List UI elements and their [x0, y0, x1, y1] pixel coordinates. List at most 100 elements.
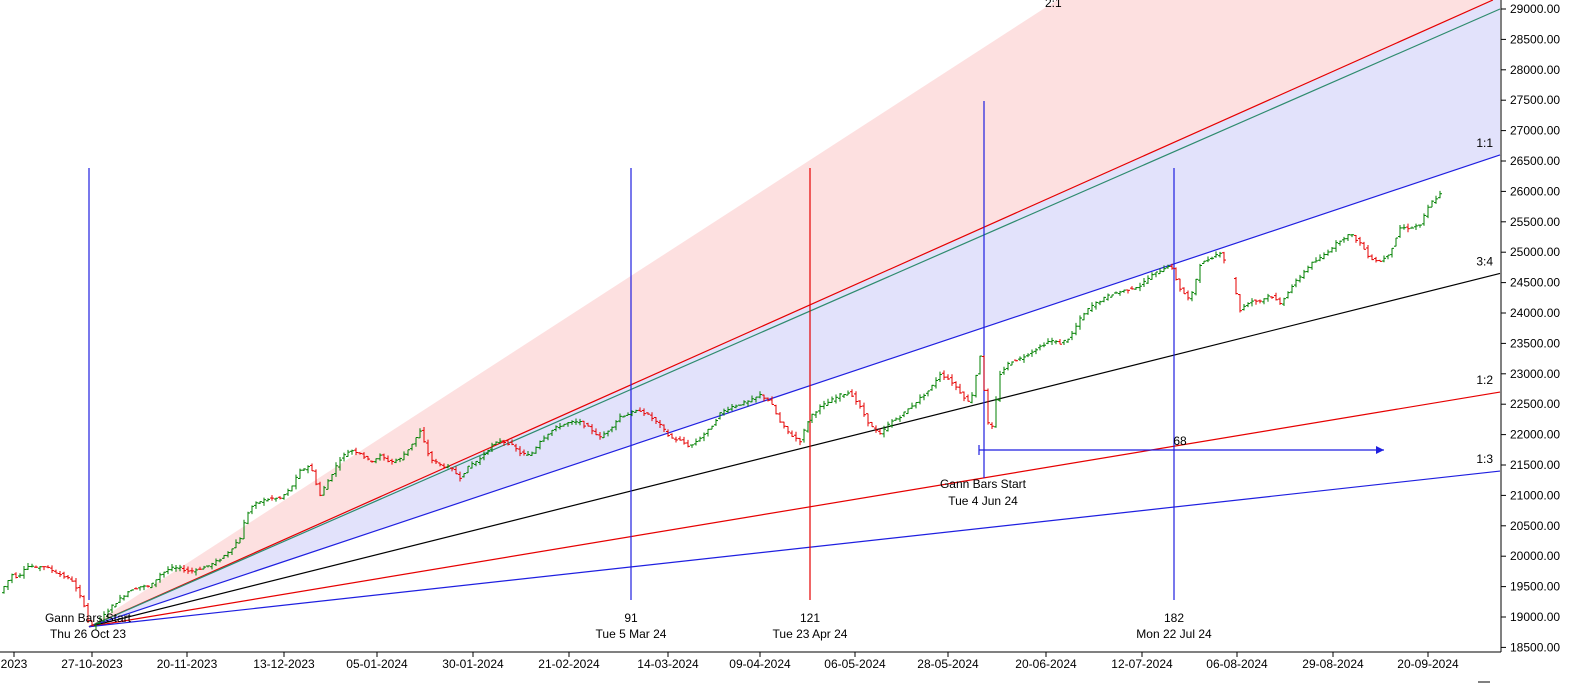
ohlc-bar — [14, 572, 18, 579]
ohlc-bar — [298, 468, 302, 479]
ohlc-bar — [402, 451, 406, 461]
ohlc-bar — [1006, 361, 1010, 371]
ohlc-bar — [1178, 278, 1182, 292]
ohlc-bar — [538, 440, 542, 450]
ohlc-bar — [258, 501, 262, 504]
ohlc-bar — [1050, 337, 1054, 346]
ohlc-bar — [578, 418, 582, 426]
ohlc-bar — [414, 437, 418, 447]
ohlc-bar — [286, 488, 290, 496]
ohlc-bar — [1146, 275, 1150, 284]
ohlc-bar — [366, 455, 370, 461]
count-arrow-head — [1376, 446, 1384, 454]
ohlc-bar — [1438, 190, 1442, 199]
ohlc-bar — [1298, 274, 1302, 283]
ohlc-bar — [302, 468, 306, 472]
ohlc-bar — [798, 437, 802, 446]
price-tick-label: 18500.00 — [1510, 640, 1560, 654]
ohlc-bar — [1066, 338, 1070, 343]
ohlc-bar — [490, 442, 494, 452]
ohlc-bar — [1214, 251, 1218, 258]
price-tick-label: 28000.00 — [1510, 63, 1560, 77]
ohlc-bar — [214, 558, 218, 567]
price-tick-label: 21000.00 — [1510, 488, 1560, 502]
date-tick-label: 12-07-2024 — [1111, 657, 1173, 671]
ohlc-bar — [270, 495, 274, 501]
ohlc-bar — [1046, 338, 1050, 345]
ohlc-bar — [590, 424, 594, 435]
fan-line-label: 2:1 — [1045, 0, 1062, 10]
ohlc-bar — [1090, 302, 1094, 312]
ohlc-bar — [102, 611, 106, 622]
ohlc-bar — [234, 539, 238, 549]
ohlc-bar — [10, 573, 14, 584]
ohlc-bar — [530, 451, 534, 456]
ohlc-bar — [1354, 234, 1358, 243]
ohlc-bar — [1250, 298, 1254, 307]
ohlc-bar — [1062, 339, 1066, 346]
ohlc-bar — [274, 497, 278, 502]
ohlc-bar — [430, 451, 434, 464]
ohlc-bar — [370, 460, 374, 463]
ohlc-bar — [1406, 223, 1410, 233]
ohlc-bar — [726, 406, 730, 414]
ohlc-bar — [278, 496, 282, 500]
ohlc-bar — [218, 558, 222, 563]
ohlc-bar — [606, 430, 610, 437]
ohlc-bar — [222, 554, 226, 559]
ohlc-bar — [842, 393, 846, 398]
ohlc-bar — [754, 396, 758, 403]
ohlc-bar — [86, 603, 90, 623]
ohlc-bar — [558, 423, 562, 430]
ohlc-bar — [902, 411, 906, 418]
ohlc-bar — [678, 436, 682, 441]
ohlc-bar — [786, 425, 790, 435]
ohlc-bar — [738, 404, 742, 406]
ohlc-bar — [466, 465, 470, 474]
ohlc-bar — [934, 377, 938, 389]
ohlc-bar — [118, 594, 122, 603]
ohlc-bar — [1410, 226, 1414, 229]
fan-line-1-1 — [88, 154, 1501, 628]
ohlc-bar — [1182, 287, 1186, 295]
ohlc-bar — [1390, 247, 1394, 258]
ohlc-bar — [1334, 240, 1338, 252]
ohlc-bar — [1358, 236, 1362, 246]
ohlc-bar — [1430, 200, 1434, 208]
ohlc-bar — [442, 463, 446, 469]
ohlc-bar — [1058, 338, 1062, 345]
ohlc-bar — [818, 404, 822, 415]
ohlc-bar — [710, 425, 714, 430]
ohlc-bar — [594, 428, 598, 436]
ohlc-bar — [242, 519, 246, 540]
ohlc-bar — [758, 391, 762, 399]
ohlc-bar — [66, 574, 70, 580]
date-tick-label: 30-01-2024 — [442, 657, 504, 671]
ohlc-bar — [978, 355, 982, 375]
ohlc-bar — [550, 429, 554, 437]
price-tick-label: 26500.00 — [1510, 154, 1560, 168]
price-tick-label: 23500.00 — [1510, 336, 1560, 350]
ohlc-bar — [990, 422, 994, 430]
ohlc-bar — [126, 590, 130, 598]
ohlc-bar — [994, 396, 998, 428]
ohlc-bar — [958, 383, 962, 394]
ohlc-bar — [1034, 348, 1038, 355]
date-tick-label: 29-08-2024 — [1302, 657, 1364, 671]
price-tick-label: 25500.00 — [1510, 215, 1560, 229]
ohlc-bar — [806, 421, 810, 433]
ohlc-bar — [346, 449, 350, 457]
ohlc-bar — [1138, 282, 1142, 292]
ohlc-bar — [602, 431, 606, 439]
ohlc-bar — [450, 467, 454, 472]
ohlc-bar — [1422, 213, 1426, 226]
ohlc-bar — [310, 463, 314, 472]
ohlc-bar — [950, 374, 954, 386]
ohlc-bar — [638, 407, 642, 412]
ohlc-bar — [698, 436, 702, 442]
ohlc-bar — [166, 566, 170, 575]
ohlc-bar — [174, 564, 178, 572]
ohlc-bar — [566, 421, 570, 427]
ohlc-bar — [230, 548, 234, 556]
